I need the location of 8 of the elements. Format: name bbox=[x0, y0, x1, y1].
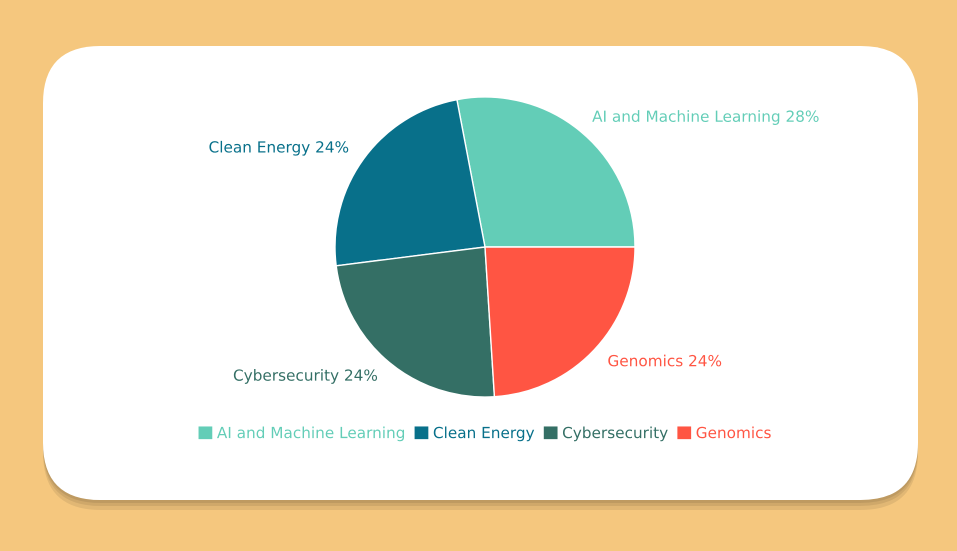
legend-label: Genomics bbox=[696, 426, 771, 438]
category-label: Clean Energy 24% bbox=[209, 140, 348, 156]
legend-label: AI and Machine Learning bbox=[216, 426, 404, 442]
category-label: Cybersecurity 24% bbox=[234, 369, 378, 384]
legend-label: Cybersecurity bbox=[562, 426, 668, 442]
category-label: AI and Machine Learning 28% bbox=[592, 110, 819, 125]
legend-label: Clean Energy bbox=[434, 426, 534, 442]
category-label: Genomics 24% bbox=[608, 354, 722, 366]
